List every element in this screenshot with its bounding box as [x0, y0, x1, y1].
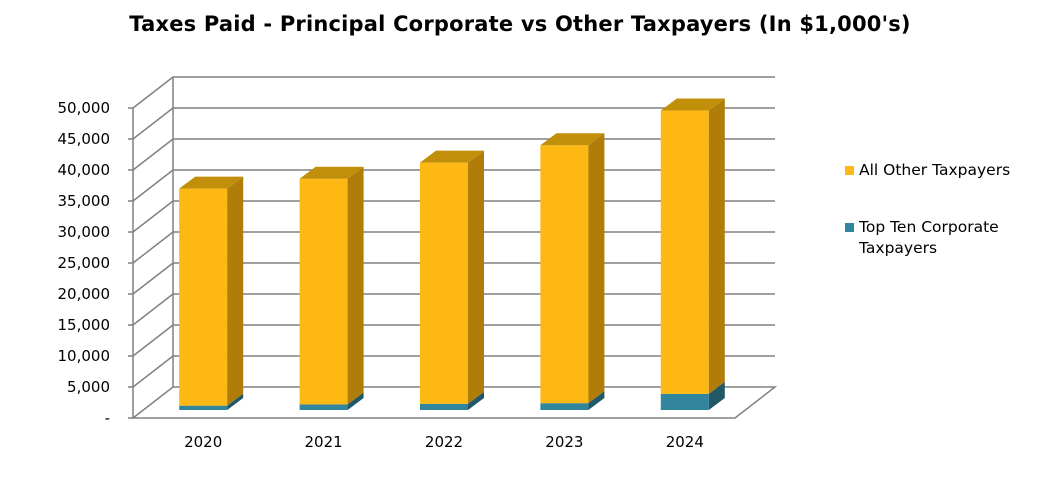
bar-side	[227, 176, 244, 406]
gridline	[132, 107, 775, 140]
chart-title: Taxes Paid - Principal Corporate vs Othe…	[129, 12, 911, 36]
legend-swatch-all-other	[845, 166, 854, 175]
y-tick-label: 50,000	[58, 99, 111, 117]
y-tick-label: 35,000	[58, 192, 111, 210]
bar-segment	[179, 176, 244, 406]
bar-front	[420, 162, 468, 404]
y-tick-label: 30,000	[58, 223, 111, 241]
x-tick-label: 2021	[305, 433, 343, 451]
bar-segment	[420, 391, 484, 410]
x-tick-label: 2023	[545, 433, 583, 451]
bar-front	[299, 178, 348, 405]
y-tick-label: 40,000	[58, 161, 111, 179]
bar-side	[347, 166, 364, 405]
y-tick-label: 20,000	[58, 285, 111, 303]
bar-side	[468, 391, 484, 410]
bar-top	[660, 98, 725, 111]
bar-top	[179, 176, 244, 189]
bar-segment	[299, 166, 364, 405]
bars	[179, 98, 725, 410]
legend-item-all-other: All Other Taxpayers	[845, 160, 1039, 181]
bar-top	[299, 166, 364, 179]
floor	[130, 386, 778, 419]
x-tick-label: 2020	[184, 433, 222, 451]
bar-front	[179, 405, 228, 410]
bar-front	[540, 145, 589, 404]
bar-side	[708, 98, 725, 394]
bar-segment	[540, 133, 605, 404]
bar-side	[588, 133, 605, 404]
x-tick-label: 2024	[666, 433, 704, 451]
legend-swatch-top-ten	[845, 223, 854, 232]
y-tick-label: 15,000	[58, 316, 111, 334]
legend-label-all-other: All Other Taxpayers	[859, 161, 1011, 179]
bar-side	[708, 381, 725, 410]
bar-segment	[540, 391, 605, 410]
bar-segment	[299, 392, 364, 410]
bar-side	[227, 393, 244, 410]
x-tick-label: 2022	[425, 433, 463, 451]
bar-front	[420, 403, 468, 410]
bar-side	[588, 391, 605, 410]
bar-top	[540, 133, 605, 146]
y-tick-label: 25,000	[58, 254, 111, 272]
x-axis-ticks: 2020 2021 2022 2023 2024	[184, 433, 704, 451]
y-tick-label: 45,000	[58, 130, 111, 148]
legend-label-top-ten: Top Ten Corporate Taxpayers	[859, 218, 999, 257]
bar-top	[420, 150, 484, 163]
y-axis-ticks: - 5,000 10,000 15,000 20,000 25,000 30,000 35,0…	[58, 99, 133, 427]
bar-front	[660, 393, 709, 410]
bar-segment	[179, 393, 244, 410]
legend-item-top-ten: Top Ten Corporate Taxpayers	[845, 217, 1039, 259]
bar-side	[347, 392, 364, 410]
y-tick-label: 10,000	[58, 347, 111, 365]
bar-segment	[660, 98, 725, 394]
y-tick-label: -	[105, 409, 110, 427]
bar-front	[540, 403, 589, 410]
bar-side	[468, 150, 484, 404]
gridline	[132, 76, 775, 109]
bar-front	[179, 188, 228, 406]
y-tick-label: 5,000	[67, 378, 110, 396]
bar-front	[299, 404, 348, 410]
bar-segment	[420, 150, 484, 404]
legend: All Other Taxpayers Top Ten Corporate Ta…	[845, 160, 1039, 295]
bar-segment	[660, 381, 725, 410]
bar-front	[660, 110, 709, 394]
